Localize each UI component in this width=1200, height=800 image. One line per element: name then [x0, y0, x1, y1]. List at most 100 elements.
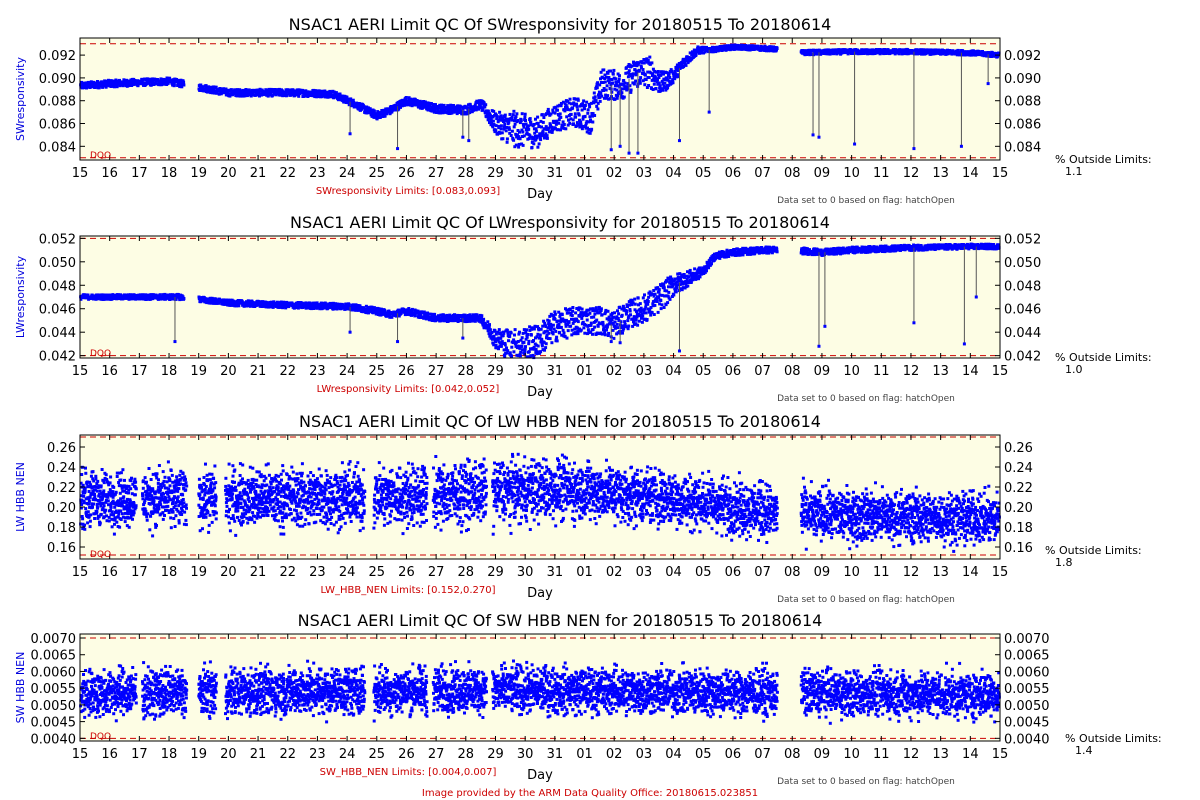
data-point: [156, 78, 160, 82]
spike-point: [986, 82, 990, 86]
data-point: [499, 124, 503, 128]
data-point: [495, 117, 499, 121]
data-point: [587, 102, 591, 106]
data-point: [510, 345, 514, 349]
data-point: [120, 80, 124, 84]
data-point: [208, 85, 212, 89]
data-point: [655, 80, 659, 84]
data-point: [433, 108, 437, 112]
data-point: [675, 63, 679, 67]
data-point: [646, 302, 650, 306]
data-point: [583, 104, 587, 107]
spike-point: [618, 144, 622, 148]
data-point: [543, 135, 547, 139]
data-point: [623, 320, 627, 324]
y-tick-label-left: 0.084: [39, 140, 76, 155]
data-point: [468, 103, 472, 107]
data-point: [493, 329, 497, 333]
data-point: [536, 115, 540, 119]
data-point: [669, 68, 673, 72]
chart-title: NSAC1 AERI Limit QC Of LWresponsivity fo…: [290, 213, 830, 232]
data-point: [643, 83, 647, 87]
data-point: [717, 48, 721, 52]
data-point: [524, 345, 527, 349]
data-point: [488, 328, 492, 332]
data-point: [549, 112, 553, 116]
data-point: [568, 121, 572, 125]
data-point: [512, 138, 516, 142]
data-point: [710, 45, 714, 49]
data-point: [540, 125, 543, 129]
data-point: [553, 111, 557, 115]
x-tick-label: 19: [190, 166, 207, 181]
data-point: [582, 99, 586, 103]
data-point: [616, 84, 620, 88]
data-point: [522, 124, 526, 128]
y-tick-label-left: 0.090: [39, 72, 76, 87]
data-point: [509, 331, 513, 335]
data-point: [616, 94, 619, 98]
data-point: [334, 91, 338, 95]
data-point: [510, 354, 513, 358]
data-point: [574, 115, 578, 119]
x-tick-label: 02: [606, 166, 623, 181]
data-point: [674, 68, 678, 72]
data-point: [525, 335, 529, 339]
data-point: [646, 70, 650, 74]
data-point: [520, 344, 524, 348]
data-point: [575, 121, 579, 125]
data-point: [490, 120, 494, 124]
data-point: [561, 328, 565, 332]
data-point: [629, 88, 633, 92]
data-point: [367, 106, 370, 110]
data-point: [352, 102, 356, 106]
data-point: [619, 93, 623, 96]
data-point: [488, 323, 491, 327]
data-point: [570, 102, 573, 106]
data-point: [538, 333, 542, 337]
data-point: [214, 85, 218, 89]
data-point: [399, 105, 402, 109]
data-point: [567, 320, 571, 324]
data-point: [550, 130, 554, 134]
data-point: [676, 69, 680, 73]
data-point: [645, 60, 649, 64]
data-point: [622, 83, 626, 87]
x-tick-label: 23: [309, 166, 326, 181]
data-point: [633, 302, 637, 306]
data-point: [507, 120, 511, 124]
data-point: [617, 80, 621, 83]
data-point: [603, 73, 607, 77]
data-point: [626, 327, 630, 331]
data-point: [540, 344, 544, 348]
data-point: [615, 322, 619, 326]
data-point: [515, 133, 519, 137]
data-point: [607, 97, 611, 101]
data-point: [625, 85, 629, 89]
data-point: [622, 79, 626, 82]
data-point: [684, 63, 688, 67]
data-point: [566, 329, 570, 333]
data-point: [514, 115, 518, 119]
data-point: [667, 79, 671, 83]
data-point: [553, 312, 557, 316]
data-point: [271, 93, 275, 97]
data-point: [501, 116, 505, 120]
data-point: [616, 309, 619, 313]
data-point: [521, 130, 525, 134]
data-point: [455, 108, 459, 112]
data-point: [572, 101, 576, 105]
data-point: [508, 351, 512, 355]
data-point: [594, 306, 598, 310]
data-point: [347, 303, 351, 307]
data-point: [491, 119, 495, 123]
data-point: [588, 311, 592, 315]
data-point: [688, 51, 692, 55]
data-point: [151, 80, 155, 84]
data-point: [621, 331, 624, 335]
data-point: [126, 82, 130, 86]
data-point: [571, 118, 575, 122]
data-point: [551, 110, 555, 114]
data-point: [422, 100, 426, 103]
data-point: [539, 138, 543, 142]
